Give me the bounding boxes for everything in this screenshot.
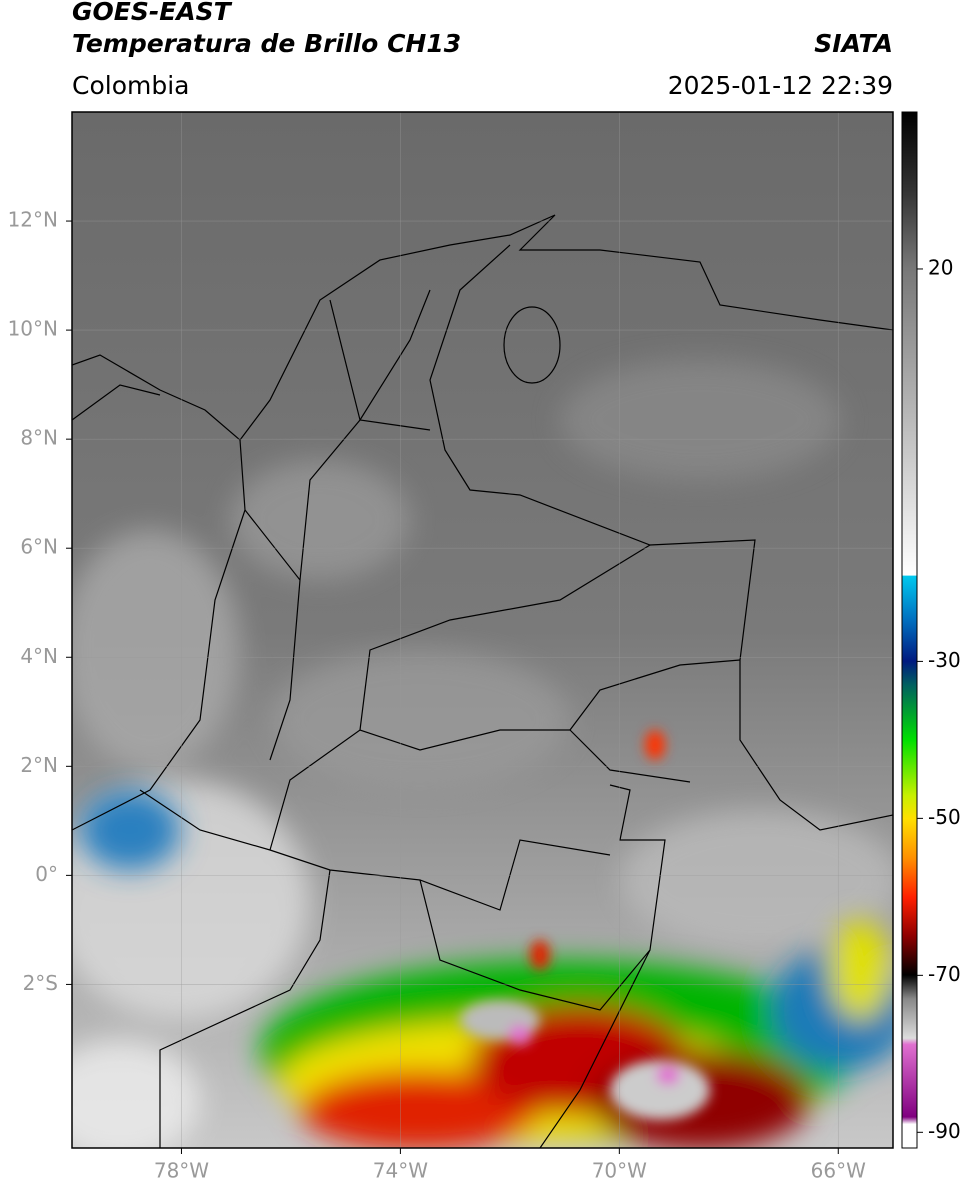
y-tick-label: 2°S <box>23 971 58 995</box>
title: GOES-EAST <box>72 0 233 26</box>
datetime: 2025-01-12 22:39 <box>668 71 893 100</box>
x-tick-label: 74°W <box>373 1159 428 1183</box>
colorbar-tick-label: -50 <box>928 805 961 829</box>
y-tick-label: 8°N <box>20 426 58 450</box>
x-tick-label: 66°W <box>811 1159 866 1183</box>
satellite-image <box>72 112 893 1148</box>
y-tick-label: 0° <box>35 862 58 886</box>
source: SIATA <box>814 29 893 58</box>
colorbar-tick-label: -90 <box>928 1119 961 1143</box>
y-tick-label: 10°N <box>8 317 58 341</box>
colorbar <box>901 111 918 1149</box>
region: Colombia <box>72 71 189 100</box>
y-tick-label: 6°N <box>20 535 58 559</box>
colorbar-tick-label: -30 <box>928 648 961 672</box>
y-tick-label: 12°N <box>8 208 58 232</box>
x-tick-label: 70°W <box>592 1159 647 1183</box>
x-tick-label: 78°W <box>154 1159 209 1183</box>
colorbar-tick-label: 20 <box>928 255 953 279</box>
subtitle: Temperatura de Brillo CH13 <box>72 29 461 58</box>
y-tick-label: 2°N <box>20 753 58 777</box>
y-tick-label: 4°N <box>20 644 58 668</box>
map-frame <box>71 111 894 1149</box>
colorbar-tick-label: -70 <box>928 962 961 986</box>
